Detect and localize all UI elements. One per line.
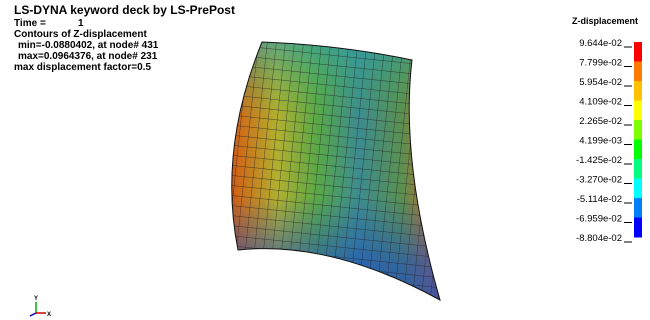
legend-label: 5.954e-02 [579,77,622,88]
max-label: max=0.0964376, at node# 231 [18,51,158,62]
triad-x: X [47,312,51,318]
time-label: Time = [14,18,46,29]
legend-color-band [634,62,642,82]
legend-title: Z-displacement [572,16,638,26]
triad-y: Y [34,296,38,302]
contours-label: Contours of Z-displacement [14,29,147,40]
legend-label: 4.109e-02 [579,97,622,108]
legend: 9.644e-02 7.799e-02 5.954e-02 4.109e-02 2.26… [576,38,642,244]
legend-label: -8.804e-02 [576,233,622,244]
legend-label: 9.644e-02 [579,38,622,49]
legend-label: 2.265e-02 [579,116,622,127]
legend-color-band [634,179,642,199]
legend-color-band [634,42,642,62]
legend-label: -6.959e-02 [576,214,622,225]
legend-color-band [634,120,642,140]
legend-label: -5.114e-02 [577,194,622,205]
legend-label: 4.199e-03 [579,136,622,147]
mesh-surface [210,35,450,305]
legend-color-band [634,140,642,160]
legend-label: -3.270e-02 [576,175,622,186]
legend-color-band [634,101,642,121]
time-value: 1 [78,18,84,29]
factor-label: max displacement factor=0.5 [14,62,151,73]
legend-color-band [634,218,642,238]
legend-color-band [634,159,642,179]
legend-color-band [634,81,642,101]
viewport: LS-DYNA keyword deck by LS-PrePost Time … [0,0,650,320]
min-label: min=-0.0880402, at node# 431 [18,40,159,51]
legend-label: 7.799e-02 [579,58,622,69]
legend-label: -1.425e-02 [576,155,622,166]
title: LS-DYNA keyword deck by LS-PrePost [14,3,235,17]
axis-triad: Y X [30,296,51,318]
legend-color-band [634,198,642,218]
